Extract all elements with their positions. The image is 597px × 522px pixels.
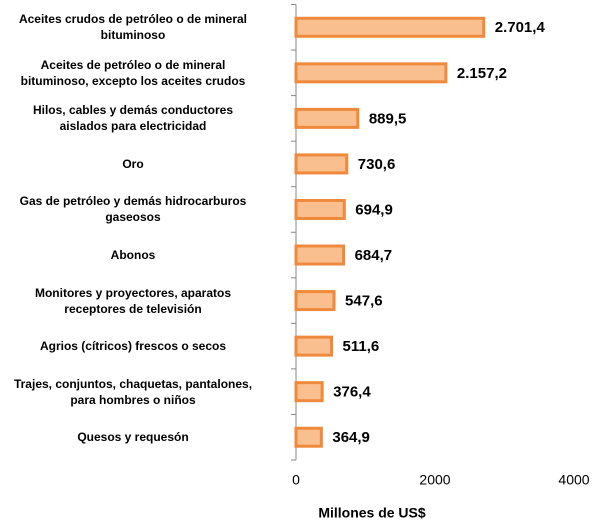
y-tick-label: Gas de petróleo y demás hidrocarburos ga…: [19, 194, 247, 225]
data-label: 730,6: [358, 156, 396, 173]
data-label: 376,4: [333, 384, 371, 401]
bar: [294, 153, 349, 175]
bar: [294, 426, 323, 448]
y-tick-label: Hilos, cables y demás conductores aislad…: [32, 103, 234, 134]
y-tick-label: Aceites de petróleo o de mineral bitumin…: [20, 57, 246, 88]
bar: [294, 62, 448, 84]
y-tick-label: Agrios (cítricos) frescos o secos: [39, 339, 227, 354]
y-tick-label: Quesos y requesón: [77, 430, 189, 445]
data-label: 547,6: [345, 293, 383, 310]
bar: [294, 107, 360, 129]
y-tick-label: Monitores y proyectores, aparatos recept…: [34, 285, 232, 316]
bar: [294, 335, 334, 357]
bar: [294, 16, 486, 38]
x-tick-label: 2000: [419, 472, 450, 488]
x-tick-label: 4000: [558, 472, 589, 488]
x-axis-title: Millones de US$: [318, 505, 426, 521]
bar: [294, 198, 346, 220]
data-label: 2.701,4: [495, 19, 546, 36]
data-label: 684,7: [355, 247, 393, 264]
bar: [294, 290, 336, 312]
bar: [294, 244, 346, 266]
data-label: 2.157,2: [457, 65, 507, 82]
data-label: 511,6: [343, 338, 380, 355]
y-tick-label: Aceites crudos de petróleo o de mineral …: [18, 12, 248, 43]
x-tick-label: 0: [292, 472, 300, 488]
y-tick-label: Oro: [122, 156, 144, 171]
y-tick-label: Abonos: [110, 248, 156, 263]
bar: [294, 381, 324, 403]
y-tick-label: Trajes, conjuntos, chaquetas, pantalones…: [13, 376, 253, 407]
data-label: 694,9: [355, 201, 393, 218]
data-label: 889,5: [369, 110, 407, 127]
data-label: 364,9: [332, 429, 370, 446]
